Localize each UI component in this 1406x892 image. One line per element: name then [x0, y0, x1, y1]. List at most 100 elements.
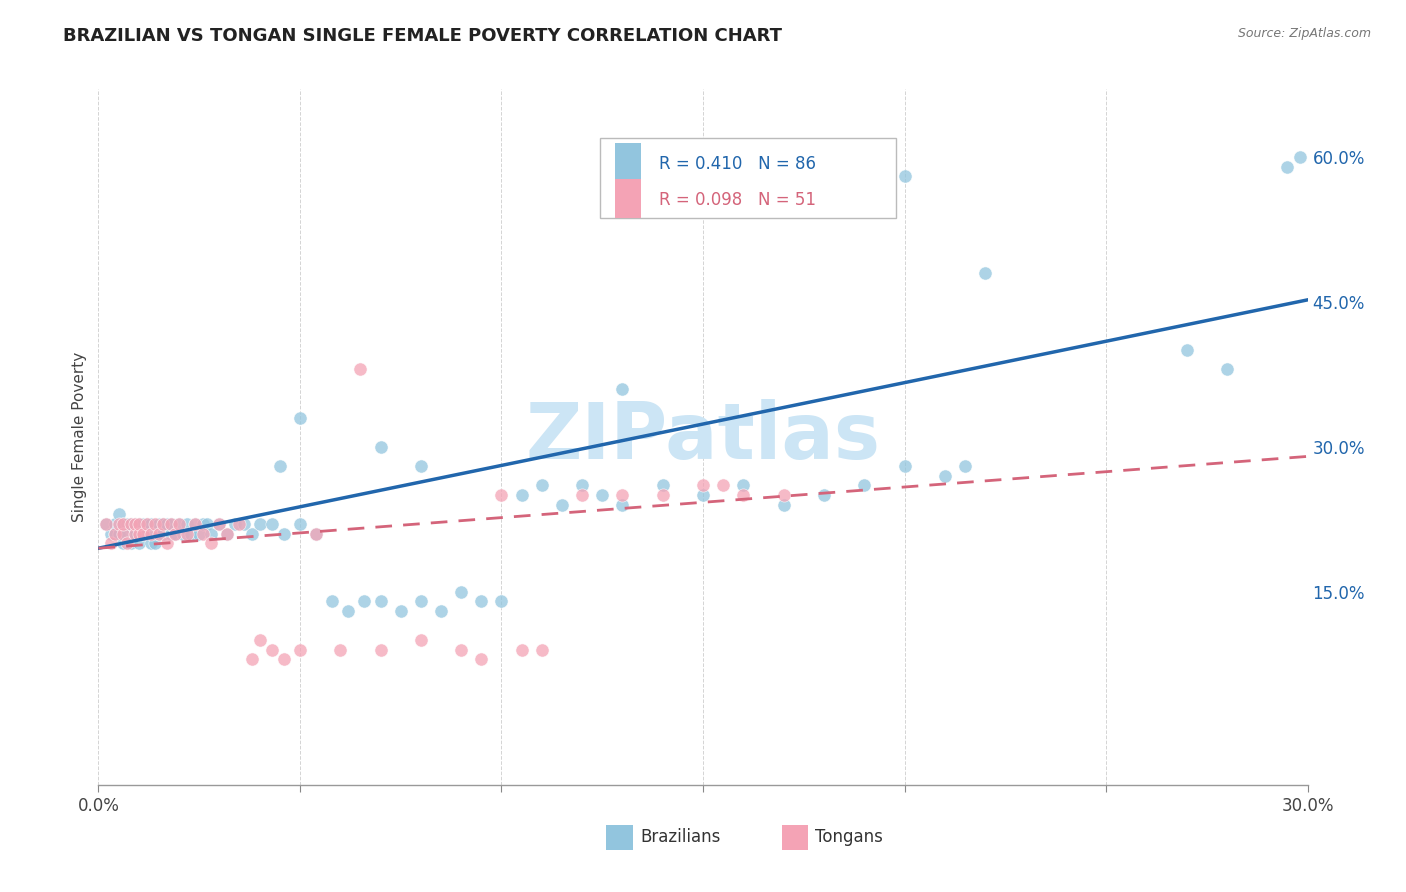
FancyBboxPatch shape	[614, 179, 641, 218]
Point	[260, 642, 283, 657]
Point	[111, 536, 134, 550]
Point	[450, 642, 472, 657]
FancyBboxPatch shape	[782, 824, 808, 850]
Point	[510, 488, 533, 502]
Point	[288, 410, 311, 425]
Point	[321, 594, 343, 608]
Point	[100, 526, 122, 541]
Point	[1216, 362, 1239, 376]
Point	[711, 478, 734, 492]
Point	[273, 652, 295, 666]
Point	[195, 517, 218, 532]
Point	[240, 526, 263, 541]
Text: Source: ZipAtlas.com: Source: ZipAtlas.com	[1237, 27, 1371, 40]
Point	[148, 517, 170, 532]
Point	[370, 642, 392, 657]
Point	[96, 517, 118, 532]
Point	[163, 526, 186, 541]
Y-axis label: Single Female Poverty: Single Female Poverty	[72, 352, 87, 522]
Point	[240, 652, 263, 666]
Point	[193, 517, 215, 532]
Point	[132, 517, 155, 532]
Point	[120, 536, 142, 550]
Point	[208, 517, 231, 532]
Point	[111, 526, 134, 541]
Point	[188, 526, 211, 541]
Point	[135, 517, 157, 532]
Point	[172, 526, 194, 541]
Point	[353, 594, 375, 608]
Point	[139, 536, 162, 550]
Point	[612, 498, 634, 512]
Point	[143, 517, 166, 532]
Point	[260, 517, 283, 532]
Point	[470, 594, 492, 608]
Point	[349, 362, 371, 376]
Text: Brazilians: Brazilians	[640, 828, 720, 847]
Point	[100, 536, 122, 550]
Point	[288, 517, 311, 532]
Point	[450, 584, 472, 599]
Point	[152, 526, 174, 541]
Point	[249, 517, 271, 532]
Point	[184, 517, 207, 532]
Point	[111, 517, 134, 532]
Point	[163, 526, 186, 541]
Point	[430, 604, 453, 618]
Point	[1277, 160, 1299, 174]
Point	[160, 517, 183, 532]
Point	[491, 594, 513, 608]
Point	[128, 517, 150, 532]
Point	[148, 526, 170, 541]
Point	[135, 517, 157, 532]
Point	[176, 517, 198, 532]
Point	[120, 517, 142, 532]
Point	[148, 526, 170, 541]
Point	[111, 517, 134, 532]
Point	[370, 594, 392, 608]
Point	[167, 517, 190, 532]
Point	[733, 488, 755, 502]
Point	[409, 459, 432, 474]
Point	[772, 488, 794, 502]
Point	[510, 642, 533, 657]
Point	[124, 526, 146, 541]
Point	[103, 517, 125, 532]
Point	[571, 488, 593, 502]
Point	[180, 526, 202, 541]
Point	[224, 517, 246, 532]
FancyBboxPatch shape	[614, 143, 641, 181]
Point	[208, 517, 231, 532]
Point	[228, 517, 250, 532]
FancyBboxPatch shape	[606, 824, 633, 850]
Point	[305, 526, 328, 541]
Point	[193, 526, 215, 541]
Point	[337, 604, 360, 618]
Point	[124, 517, 146, 532]
Point	[217, 526, 239, 541]
Point	[1288, 150, 1310, 164]
Point	[160, 526, 183, 541]
Point	[156, 536, 179, 550]
Point	[273, 526, 295, 541]
Point	[232, 517, 254, 532]
Point	[128, 526, 150, 541]
Point	[409, 633, 432, 648]
Point	[612, 488, 634, 502]
Point	[591, 488, 613, 502]
Point	[305, 526, 328, 541]
Point	[176, 526, 198, 541]
Point	[152, 517, 174, 532]
Point	[115, 517, 138, 532]
Point	[651, 478, 673, 492]
Point	[530, 642, 553, 657]
Text: ZIPatlas: ZIPatlas	[526, 399, 880, 475]
Point	[551, 498, 574, 512]
Point	[143, 536, 166, 550]
Point	[124, 517, 146, 532]
Point	[893, 459, 915, 474]
Point	[124, 526, 146, 541]
Point	[470, 652, 492, 666]
Point	[135, 526, 157, 541]
Point	[200, 536, 222, 550]
